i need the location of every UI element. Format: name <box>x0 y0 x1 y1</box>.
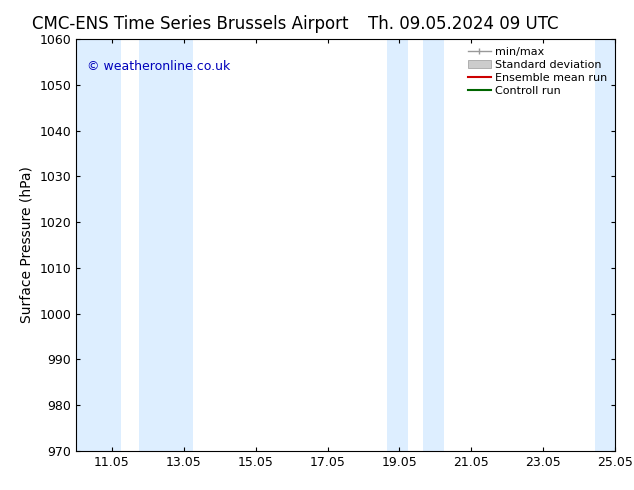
Bar <box>76 39 121 451</box>
Bar <box>595 39 615 451</box>
Bar <box>387 39 408 451</box>
Text: Th. 09.05.2024 09 UTC: Th. 09.05.2024 09 UTC <box>368 15 558 33</box>
Text: CMC-ENS Time Series Brussels Airport: CMC-ENS Time Series Brussels Airport <box>32 15 349 33</box>
Bar <box>423 39 444 451</box>
Bar <box>139 39 193 451</box>
Text: © weatheronline.co.uk: © weatheronline.co.uk <box>87 60 230 73</box>
Y-axis label: Surface Pressure (hPa): Surface Pressure (hPa) <box>20 167 34 323</box>
Legend: min/max, Standard deviation, Ensemble mean run, Controll run: min/max, Standard deviation, Ensemble me… <box>466 45 609 98</box>
